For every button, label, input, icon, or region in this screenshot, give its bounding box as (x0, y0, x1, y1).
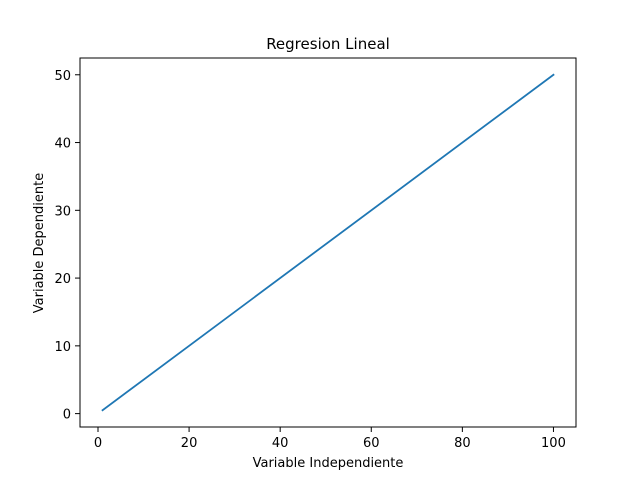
y-tick-label: 0 (63, 408, 71, 423)
y-tick-label: 20 (54, 272, 71, 287)
y-tick-label: 30 (54, 204, 71, 219)
y-axis-label: Variable Dependiente (32, 173, 47, 313)
x-tick-label: 60 (363, 436, 380, 451)
x-tick-label: 40 (272, 436, 289, 451)
x-tick-label: 0 (94, 436, 102, 451)
x-axis-ticks: 0 20 40 60 80 100 (94, 427, 566, 451)
series-line-0 (101, 73, 555, 412)
y-tick-label: 10 (54, 340, 71, 355)
y-axis-ticks: 0 10 20 30 40 50 (54, 69, 80, 423)
x-axis-label: Variable Independiente (253, 456, 404, 471)
x-tick-label: 80 (454, 436, 471, 451)
plot-frame (79, 57, 577, 428)
x-tick-label: 100 (541, 436, 566, 451)
y-tick-label: 40 (54, 137, 71, 152)
x-tick-label: 20 (181, 436, 198, 451)
series-layer (101, 73, 555, 412)
chart-title: Regresion Lineal (266, 35, 390, 53)
y-tick-label: 50 (54, 69, 71, 84)
